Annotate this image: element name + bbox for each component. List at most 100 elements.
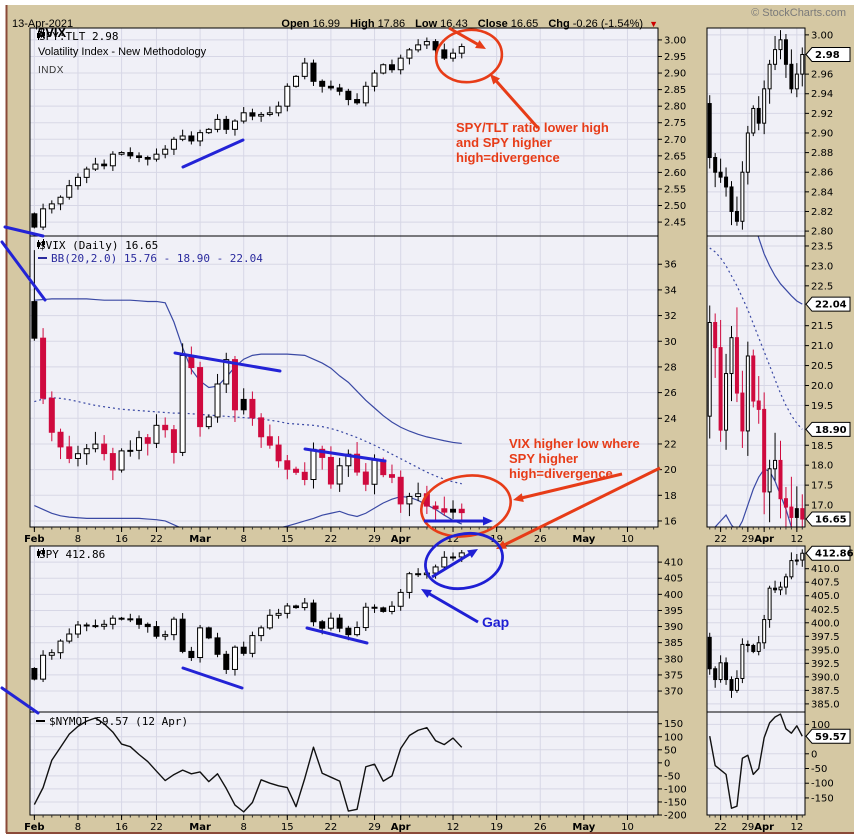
svg-text:150: 150 (664, 719, 683, 730)
svg-text:2.75: 2.75 (664, 118, 686, 129)
svg-text:2.84: 2.84 (811, 187, 833, 198)
svg-text:30: 30 (664, 337, 677, 348)
svg-text:400.0: 400.0 (811, 618, 840, 629)
svg-text:8: 8 (75, 822, 81, 833)
svg-text:385: 385 (664, 638, 683, 649)
symbol-title: Volatility Index - New Methodology (38, 46, 207, 58)
svg-text:29: 29 (741, 822, 754, 833)
svg-text:0: 0 (664, 758, 670, 769)
svg-text:12: 12 (790, 822, 803, 833)
svg-text:2.55: 2.55 (664, 184, 686, 195)
svg-text:375: 375 (664, 670, 683, 681)
svg-text:29: 29 (368, 822, 381, 833)
svg-text:23.5: 23.5 (811, 241, 833, 252)
svg-text:412.86: 412.86 (815, 549, 854, 560)
svg-text:3.00: 3.00 (664, 35, 686, 46)
svg-text:20.0: 20.0 (811, 381, 833, 392)
svg-text:22.04: 22.04 (815, 300, 847, 311)
vix-divergence-note: VIX higher low where SPY higher high=div… (509, 436, 640, 481)
svg-text:16: 16 (115, 534, 128, 545)
svg-text:-150: -150 (664, 797, 687, 808)
svg-text:390.0: 390.0 (811, 672, 840, 683)
svg-text:-50: -50 (811, 764, 827, 775)
svg-text:-100: -100 (664, 784, 687, 795)
panel-label-nymot: $NYMOT 59.57 (12 Apr) (36, 715, 188, 728)
gap-note: Gap (482, 614, 510, 630)
svg-text:370: 370 (664, 687, 683, 698)
svg-text:17.0: 17.0 (811, 501, 833, 512)
svg-text:2.86: 2.86 (811, 168, 833, 179)
svg-text:12: 12 (447, 534, 460, 545)
svg-text:2.88: 2.88 (811, 148, 833, 159)
svg-text:2.80: 2.80 (664, 102, 686, 113)
open-label: Open (281, 18, 310, 30)
chg-value: -0.26 (-1.54%) (572, 18, 644, 30)
svg-text:390: 390 (664, 622, 683, 633)
svg-text:22.5: 22.5 (811, 281, 833, 292)
svg-text:36: 36 (664, 260, 677, 271)
svg-text:-200: -200 (664, 811, 687, 822)
svg-text:387.5: 387.5 (811, 686, 840, 697)
symbol-text: $VIX (38, 25, 67, 40)
svg-text:392.5: 392.5 (811, 659, 840, 670)
svg-text:10: 10 (621, 534, 634, 545)
svg-text:2.50: 2.50 (664, 201, 686, 212)
svg-text:2.45: 2.45 (664, 218, 686, 229)
svg-text:410: 410 (664, 558, 683, 569)
svg-text:May: May (572, 822, 595, 833)
low-value: 16.43 (440, 18, 468, 30)
exchange-label: INDX (38, 65, 64, 76)
svg-text:18.0: 18.0 (811, 461, 833, 472)
svg-text:29: 29 (741, 534, 754, 545)
chart-header: $VIX Volatility Index - New Methodology … (38, 6, 206, 78)
svg-text:19: 19 (490, 534, 503, 545)
svg-text:0: 0 (811, 749, 817, 760)
svg-text:23.0: 23.0 (811, 261, 833, 272)
close-value: 16.65 (510, 18, 539, 30)
svg-text:22: 22 (664, 439, 677, 450)
svg-text:397.5: 397.5 (811, 632, 840, 643)
svg-text:19: 19 (490, 822, 503, 833)
svg-text:2.85: 2.85 (664, 85, 686, 96)
svg-text:Feb: Feb (24, 822, 44, 833)
svg-text:400: 400 (664, 590, 683, 601)
ohlc-quote-row: Open 16.99 High 17.86 Low 16.43 Close 16.65 … (274, 18, 658, 30)
svg-text:Feb: Feb (24, 534, 44, 545)
chart-date: 13-Apr-2021 (12, 18, 74, 30)
svg-text:2.98: 2.98 (815, 50, 840, 61)
svg-text:22: 22 (325, 822, 338, 833)
svg-text:100: 100 (811, 720, 830, 731)
svg-text:8: 8 (75, 534, 81, 545)
svg-text:405: 405 (664, 574, 683, 585)
svg-text:24: 24 (664, 414, 677, 425)
close-label: Close (477, 18, 508, 30)
svg-text:-100: -100 (811, 779, 834, 790)
svg-text:410.0: 410.0 (811, 564, 840, 575)
svg-text:22: 22 (150, 822, 163, 833)
svg-text:395.0: 395.0 (811, 645, 840, 656)
svg-text:100: 100 (664, 732, 683, 743)
high-label: High (350, 18, 375, 30)
panel-label-spytlt: SPY:TLT 2.98 (37, 30, 119, 43)
svg-text:15: 15 (281, 822, 294, 833)
svg-text:12: 12 (790, 534, 803, 545)
svg-text:10: 10 (621, 822, 634, 833)
svg-text:385.0: 385.0 (811, 699, 840, 710)
down-triangle-icon: ▼ (649, 19, 658, 29)
open-value: 16.99 (312, 18, 341, 30)
svg-text:26: 26 (534, 534, 547, 545)
svg-text:402.5: 402.5 (811, 605, 840, 616)
line-swatch-icon (36, 720, 45, 722)
svg-text:21.5: 21.5 (811, 321, 833, 332)
svg-text:29: 29 (368, 534, 381, 545)
svg-text:22: 22 (325, 534, 338, 545)
svg-text:16.65: 16.65 (815, 515, 847, 526)
svg-text:3.00: 3.00 (811, 30, 833, 41)
svg-text:380: 380 (664, 654, 683, 665)
svg-text:8: 8 (241, 822, 247, 833)
svg-text:May: May (572, 534, 595, 545)
svg-text:16: 16 (115, 822, 128, 833)
svg-text:Apr: Apr (754, 822, 774, 833)
